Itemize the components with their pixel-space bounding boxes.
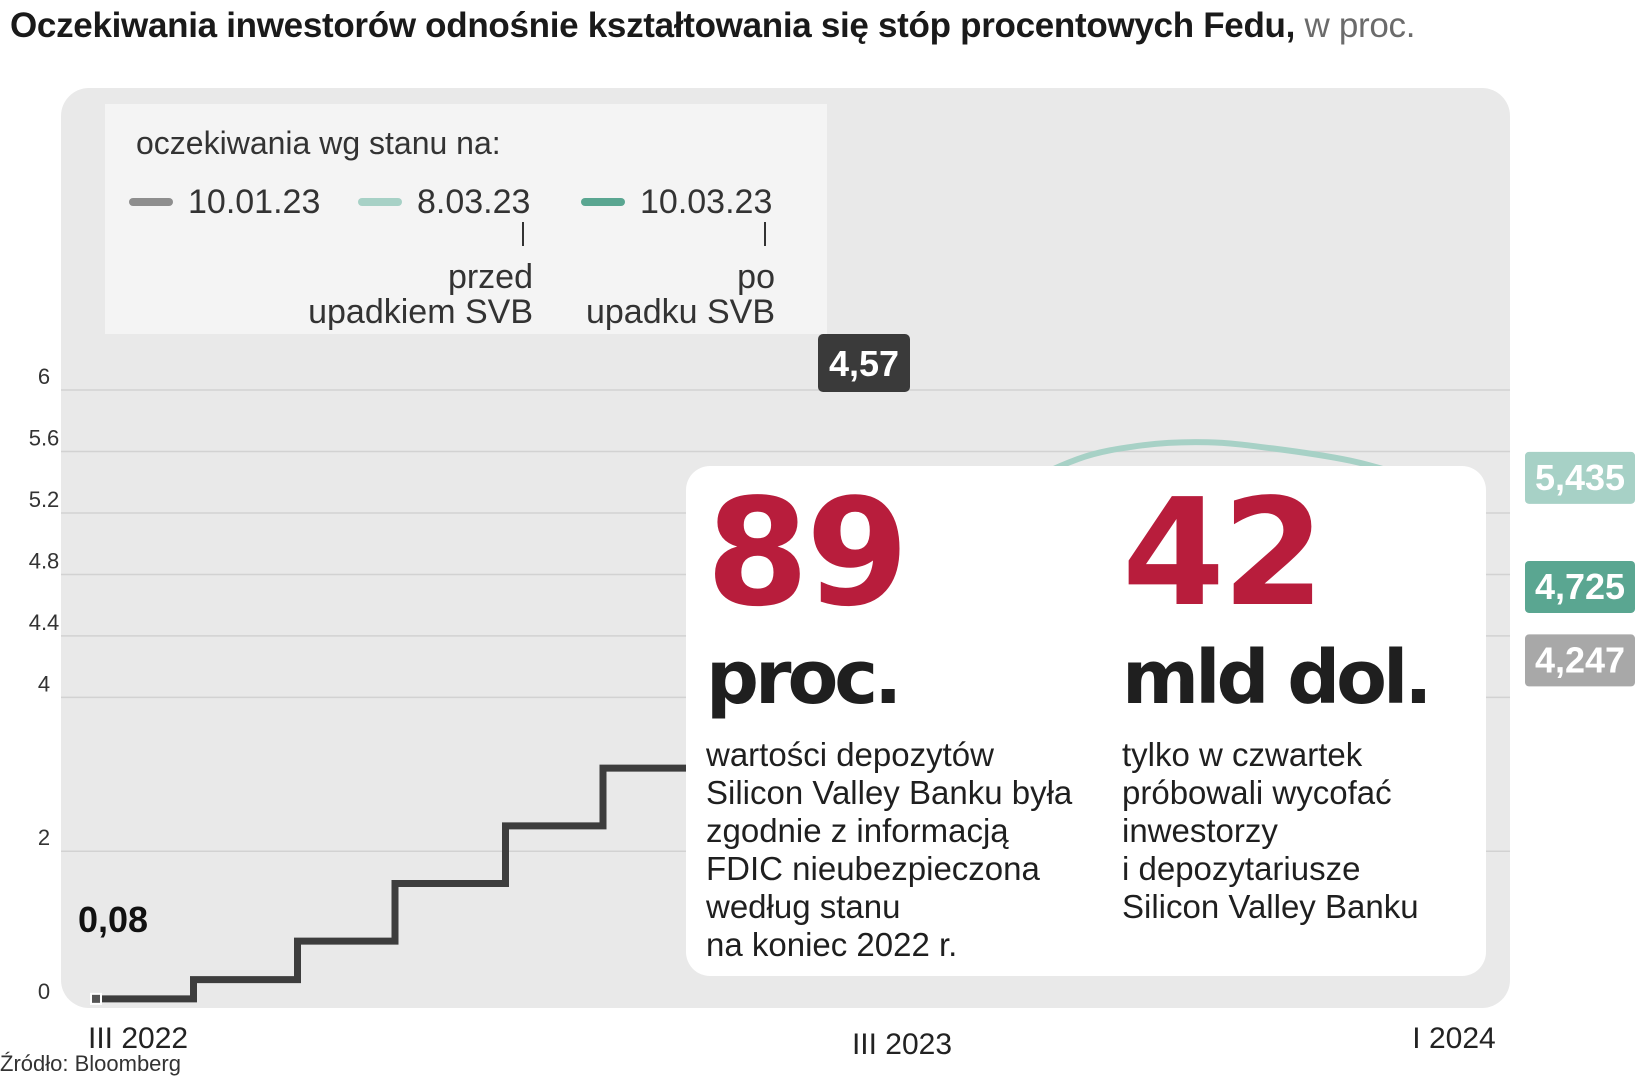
stat-withdrawals-unit: mld dol. [1122,635,1432,721]
stats-panel: 89 proc. wartości depozytów Silicon Vall… [686,466,1486,976]
legend-note: upadku SVB [586,293,775,331]
legend-box [105,104,827,334]
y-tick-label: 5.6 [29,425,60,450]
start-marker [90,992,102,1005]
y-tick-label: 4 [38,671,50,696]
x-tick-label: I 2024 [1412,1022,1495,1055]
end-value-label: 4,247 [1535,639,1625,680]
stat-deposits-text: wartości depozytów Silicon Valley Banku … [706,736,1073,963]
legend-label: 10.01.23 [188,183,320,221]
y-tick-label: 4.4 [29,610,60,635]
y-tick-label: 5.2 [29,487,60,512]
legend-note: po [737,258,775,296]
y-tick-label: 4.8 [29,548,60,573]
y-tick-label: 6 [38,364,50,389]
x-tick-label: III 2022 [88,1022,188,1055]
y-tick-label: 2 [38,825,50,850]
legend-label: 8.03.23 [417,183,530,221]
stat-withdrawals-text: tylko w czwartek próbowali wycofać inwes… [1122,736,1419,925]
end-value-label: 5,435 [1535,457,1625,498]
end-value-label: 4,725 [1535,566,1625,607]
start-value-label: 0,08 [78,899,148,940]
source-note: Źródło: Bloomberg [0,1051,181,1076]
x-tick-label: III 2023 [852,1028,952,1061]
end-value-badge [1525,560,1635,613]
legend-label: 10.03.23 [640,183,772,221]
end-value-badge [1525,634,1635,687]
title-unit: w proc. [1295,6,1416,45]
current-value-badge [818,334,910,392]
stat-withdrawals-number: 42 [1122,467,1325,639]
legend-heading: oczekiwania wg stanu na: [136,125,501,161]
y-tick-label: 0 [38,979,50,1004]
end-value-badge [1525,451,1635,504]
title-bold: Oczekiwania inwestorów odnośnie kształto… [10,6,1296,45]
legend-note: upadkiem SVB [308,293,533,331]
stat-deposits-unit: proc. [706,635,902,721]
chart-title: Oczekiwania inwestorów odnośnie kształto… [10,4,1415,48]
legend-note: przed [448,258,533,296]
current-value-label: 4,57 [829,343,899,384]
stat-deposits-number: 89 [706,467,909,639]
